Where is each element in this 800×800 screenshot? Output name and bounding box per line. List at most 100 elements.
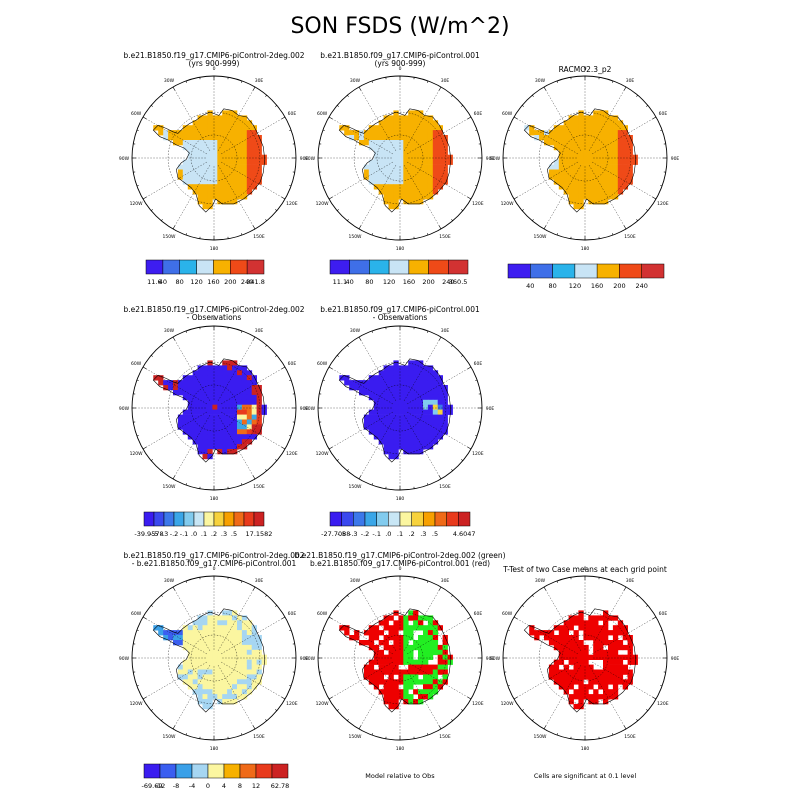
grid-cell <box>251 130 257 136</box>
grid-cell <box>232 654 238 660</box>
grid-cell <box>432 385 439 391</box>
grid-cell <box>222 414 228 420</box>
grid-cell <box>603 130 609 136</box>
grid-cell <box>246 154 253 160</box>
grid-cell <box>373 644 380 651</box>
grid-cell <box>182 380 189 386</box>
grid-cell <box>222 184 228 190</box>
grid-cell <box>568 640 574 646</box>
grid-cell <box>202 385 208 391</box>
grid-cell <box>418 159 424 165</box>
grid-cell <box>197 640 203 646</box>
meridian-line <box>543 665 582 730</box>
grid-cell <box>408 149 414 156</box>
panel-subtitle-line: - Observations <box>372 313 428 322</box>
border-tick <box>513 116 518 120</box>
border-tick <box>281 696 286 700</box>
border-tick <box>241 733 243 736</box>
grid-cell <box>442 664 448 670</box>
grid-cell <box>593 125 599 131</box>
grid-cell <box>251 669 257 675</box>
grid-cell <box>432 635 439 641</box>
grid-cell <box>432 689 439 695</box>
grid-cell <box>603 689 609 695</box>
grid-cell <box>583 689 589 695</box>
grid-cell <box>558 679 565 685</box>
grid-cell <box>232 674 238 680</box>
grid-cell <box>383 184 389 190</box>
grid-cell <box>573 130 579 136</box>
grid-cell <box>388 380 394 386</box>
grid-cell <box>202 375 208 381</box>
grid-cell <box>256 140 262 146</box>
grid-cell <box>378 184 384 190</box>
meridian-line <box>513 616 578 655</box>
grid-cell <box>388 399 394 406</box>
grid-cell <box>427 394 434 401</box>
grid-cell <box>534 135 540 141</box>
latitude-circle <box>190 384 238 432</box>
grid-cell <box>241 689 248 695</box>
grid-cell <box>378 674 384 680</box>
grid-cell <box>398 159 404 165</box>
grid-cell <box>187 159 194 165</box>
grid-cell <box>212 144 218 151</box>
grid-cell <box>593 699 599 705</box>
grid-cell <box>217 439 223 445</box>
grid-cell <box>217 615 223 621</box>
grid-cell <box>563 654 569 660</box>
border-tick <box>532 95 534 97</box>
grid-cell <box>217 679 223 685</box>
grid-cell <box>227 135 233 141</box>
grid-cell <box>187 419 194 425</box>
grid-cell <box>398 120 404 126</box>
grid-cell <box>393 380 399 386</box>
grid-cell <box>418 439 424 445</box>
grid-cell <box>383 409 389 415</box>
grid-cell <box>227 140 233 146</box>
border-tick <box>161 595 163 597</box>
grid-cell <box>408 169 414 175</box>
grid-cell <box>393 429 399 435</box>
colorbar-label: 17.1582 <box>246 530 273 538</box>
grid-cell <box>232 669 238 675</box>
grid-cell <box>593 189 599 195</box>
grid-cell <box>217 449 223 455</box>
meridian-line <box>543 165 582 230</box>
grid-cell <box>388 419 394 425</box>
grid-cell <box>197 390 203 396</box>
border-tick <box>451 719 453 721</box>
grid-cell <box>222 120 228 126</box>
grid-cell <box>612 674 619 680</box>
border-tick <box>438 725 442 730</box>
grid-cell <box>408 414 414 420</box>
grid-cell <box>593 174 599 180</box>
grid-cell <box>212 684 218 690</box>
grid-cell <box>573 164 579 170</box>
grid-cell <box>354 630 360 636</box>
longitude-label: 30W <box>350 78 361 84</box>
grid-cell <box>423 439 429 445</box>
grid-cell <box>578 659 584 665</box>
grid-cell <box>583 125 589 131</box>
grid-cell <box>237 679 243 685</box>
grid-cell <box>232 439 238 445</box>
grid-cell <box>563 154 569 160</box>
grid-cell <box>197 144 203 151</box>
grid-cell <box>583 694 589 700</box>
grid-cell <box>393 154 399 160</box>
grid-cell <box>393 125 399 131</box>
grid-cell <box>423 419 429 425</box>
grid-cell <box>182 179 189 185</box>
grid-cell <box>603 635 609 641</box>
longitude-label: 120W <box>130 701 144 707</box>
grid-cell <box>222 635 228 641</box>
grid-cell <box>442 659 448 665</box>
grid-cell <box>608 679 614 685</box>
grid-cell <box>217 399 223 406</box>
colorbar-swatch <box>574 263 598 279</box>
border-tick <box>275 355 277 357</box>
grid-cell <box>241 404 248 410</box>
grid-cell <box>368 125 375 131</box>
longitude-label: 60W <box>131 111 142 117</box>
